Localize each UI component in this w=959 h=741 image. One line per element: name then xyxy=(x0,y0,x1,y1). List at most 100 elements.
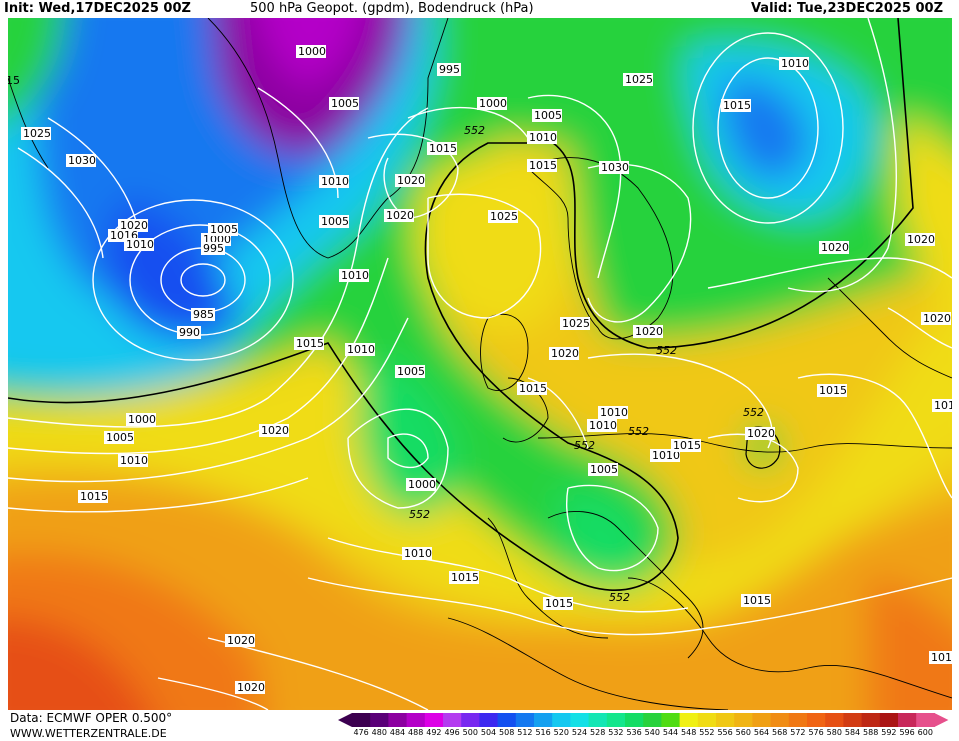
svg-text:1020: 1020 xyxy=(120,219,148,232)
legend-swatch xyxy=(370,713,389,727)
svg-text:1015: 1015 xyxy=(743,594,771,607)
svg-text:1010: 1010 xyxy=(781,57,809,70)
geopotential-labels: 552 552 552 552 552 552 552 xyxy=(409,124,764,604)
legend-tick-label: 528 xyxy=(590,728,606,737)
svg-text:995: 995 xyxy=(203,242,224,255)
data-source: Data: ECMWF OPER 0.500° xyxy=(10,711,173,725)
isobar-label: 1015 xyxy=(721,99,751,112)
legend-arrow-left xyxy=(338,713,352,727)
isobar-label: 1015 xyxy=(543,597,573,610)
geopotential-field xyxy=(8,18,952,710)
isobar-label: 1030 xyxy=(599,161,629,174)
svg-text:1025: 1025 xyxy=(625,73,653,86)
legend-swatch xyxy=(916,713,935,727)
legend-swatch xyxy=(534,713,553,727)
legend-tick-label: 536 xyxy=(626,728,642,737)
isobar-label: 1015 xyxy=(449,571,479,584)
edge-label: 15 xyxy=(8,74,20,87)
legend-swatch xyxy=(606,713,626,727)
isobar-label: 1000 xyxy=(406,478,436,491)
legend-swatch xyxy=(443,713,462,727)
legend-tick-label: 540 xyxy=(644,728,660,737)
svg-text:1020: 1020 xyxy=(923,312,951,325)
svg-text:1010: 1010 xyxy=(347,343,375,356)
isobar-label: 1020 xyxy=(384,209,414,222)
isobar-label: 1015 xyxy=(741,594,771,607)
svg-text:1020: 1020 xyxy=(907,233,935,246)
legend-swatch xyxy=(570,713,590,727)
isobar-label: 1010 xyxy=(319,175,349,188)
legend-swatch xyxy=(625,713,644,727)
svg-text:1015: 1015 xyxy=(519,382,547,395)
legend-swatch xyxy=(406,713,426,727)
svg-text:1005: 1005 xyxy=(397,365,425,378)
legend-swatch xyxy=(807,713,826,727)
svg-text:1020: 1020 xyxy=(397,174,425,187)
legend-tick-label: 512 xyxy=(517,728,533,737)
isobar-label: 985 xyxy=(191,308,215,321)
isobar-label: 1010 xyxy=(345,343,375,356)
legend-swatch xyxy=(588,713,608,727)
geopotential-552-contour xyxy=(8,18,914,591)
legend-tick-label: 488 xyxy=(408,728,424,737)
isobar-label: 1000 xyxy=(126,413,156,426)
legend-swatch xyxy=(552,713,571,727)
legend-swatch xyxy=(861,713,881,727)
isobar-label: 1020 xyxy=(745,427,775,440)
svg-text:1010: 1010 xyxy=(404,547,432,560)
legend-tick-label: 520 xyxy=(553,728,569,737)
isobar-label: 1010 xyxy=(598,406,628,419)
isobar-label: 1000 xyxy=(296,45,326,58)
isobar-label: 1000 xyxy=(477,97,507,110)
geopot-label: 552 xyxy=(409,508,430,521)
isobar-label: 1010 xyxy=(118,454,148,467)
legend-swatch xyxy=(788,713,808,727)
legend-swatch xyxy=(825,713,844,727)
isobar-label: 1005 xyxy=(319,215,349,228)
legend-swatch xyxy=(734,713,753,727)
legend-tick-label: 596 xyxy=(899,728,915,737)
isobar-label: 1005 xyxy=(329,97,359,110)
legend-tick-label: 572 xyxy=(790,728,806,737)
svg-text:1020: 1020 xyxy=(635,325,663,338)
isobar-label: 1025 xyxy=(560,317,590,330)
geopot-label: 552 xyxy=(628,425,649,438)
isobar-label: 1015 xyxy=(817,384,847,397)
svg-text:1005: 1005 xyxy=(321,215,349,228)
legend-swatch xyxy=(479,713,499,727)
isobar-label: 1020 xyxy=(259,424,289,437)
svg-text:1005: 1005 xyxy=(210,223,238,236)
legend-tick-label: 600 xyxy=(917,728,933,737)
isobar-label: 1005 xyxy=(395,365,425,378)
svg-text:1015: 1015 xyxy=(429,142,457,155)
legend-tick-label: 592 xyxy=(881,728,897,737)
legend-tick-label: 508 xyxy=(499,728,515,737)
isobar-label: 1010 xyxy=(587,419,617,432)
svg-text:1005: 1005 xyxy=(331,97,359,110)
svg-text:1015: 1015 xyxy=(673,439,701,452)
legend-tick-label: 484 xyxy=(389,728,406,737)
isobar-label: 1020 xyxy=(921,312,951,325)
legend-tick-label: 544 xyxy=(662,728,679,737)
color-legend xyxy=(338,713,949,727)
isobar-label: 990 xyxy=(177,326,201,339)
svg-text:1015: 1015 xyxy=(451,571,479,584)
isobar-label: 1010 xyxy=(124,238,154,251)
isobar-label: 1010 xyxy=(339,269,369,282)
geopot-label: 552 xyxy=(609,591,630,604)
legend-swatch xyxy=(424,713,444,727)
legend-swatch xyxy=(770,713,790,727)
isobar-label: 1025 xyxy=(623,73,653,86)
svg-text:1020: 1020 xyxy=(821,241,849,254)
legend-tick-label: 580 xyxy=(826,728,842,737)
isobar-label: 1020 xyxy=(118,219,148,232)
isobar-label: 1005 xyxy=(532,109,562,122)
legend-swatch xyxy=(752,713,772,727)
weather-map: 1000 1005 995 1000 1005 1010 1025 1010 1… xyxy=(8,18,952,710)
isobar-label: 1020 xyxy=(225,634,255,647)
isobar-label: 1010 xyxy=(650,449,680,462)
svg-text:1000: 1000 xyxy=(298,45,326,58)
svg-text:1015: 1015 xyxy=(529,159,557,172)
legend-swatch xyxy=(879,713,899,727)
svg-text:1020: 1020 xyxy=(237,681,265,694)
